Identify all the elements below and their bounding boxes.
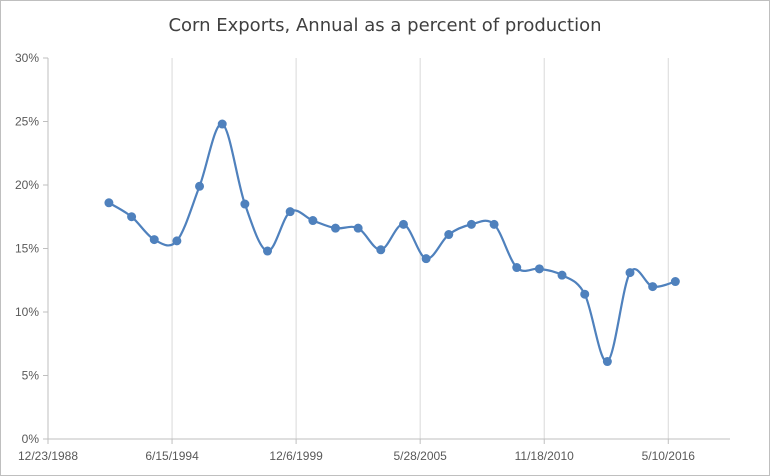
y-tick-label: 30% [15, 51, 39, 65]
data-point [625, 268, 635, 278]
data-point [285, 207, 295, 217]
x-tick-label: 5/28/2005 [393, 449, 447, 463]
data-point [557, 270, 567, 280]
x-tick-label: 12/6/1999 [269, 449, 323, 463]
data-point [172, 236, 182, 246]
data-point [398, 219, 408, 229]
y-tick-label: 0% [22, 432, 40, 446]
y-tick-label: 5% [22, 369, 40, 383]
data-point [466, 219, 476, 229]
x-tick-label: 12/23/1988 [18, 449, 78, 463]
data-point [104, 198, 114, 208]
series-line [108, 122, 676, 363]
data-point [602, 357, 612, 367]
data-point [308, 216, 318, 226]
data-point [421, 254, 431, 264]
data-point [512, 263, 522, 273]
data-point [263, 246, 273, 256]
y-tick-label: 25% [15, 115, 39, 129]
data-point [331, 223, 341, 233]
y-tick-label: 10% [15, 305, 39, 319]
data-point [580, 289, 590, 299]
data-point [444, 230, 454, 240]
data-point [648, 282, 658, 292]
data-point [217, 119, 227, 129]
x-tick-label: 5/10/2016 [642, 449, 696, 463]
data-point [149, 235, 159, 245]
y-tick-label: 20% [15, 178, 39, 192]
x-tick-label: 11/18/2010 [515, 449, 574, 463]
chart-title: Corn Exports, Annual as a percent of pro… [168, 15, 602, 36]
data-point [240, 199, 250, 209]
data-point [195, 181, 205, 191]
data-point [376, 245, 386, 255]
data-point [534, 264, 544, 274]
data-point [127, 212, 137, 222]
data-point [670, 277, 680, 287]
y-tick-label: 15% [15, 242, 39, 256]
data-point [489, 219, 499, 229]
x-tick-label: 6/15/1994 [145, 449, 199, 463]
data-point [353, 223, 363, 233]
